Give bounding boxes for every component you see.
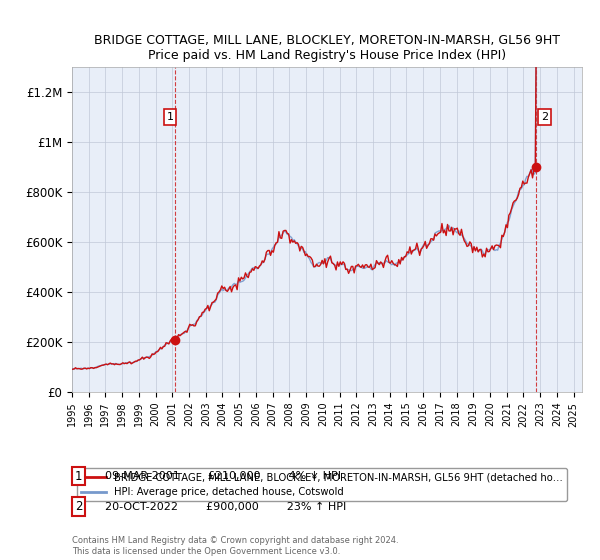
Text: 1: 1 — [167, 112, 173, 122]
Title: BRIDGE COTTAGE, MILL LANE, BLOCKLEY, MORETON-IN-MARSH, GL56 9HT
Price paid vs. H: BRIDGE COTTAGE, MILL LANE, BLOCKLEY, MOR… — [94, 34, 560, 62]
Text: 20-OCT-2022        £900,000        23% ↑ HPI: 20-OCT-2022 £900,000 23% ↑ HPI — [105, 502, 346, 512]
Text: 1: 1 — [75, 469, 83, 483]
Legend: BRIDGE COTTAGE, MILL LANE, BLOCKLEY, MORETON-IN-MARSH, GL56 9HT (detached ho…, H: BRIDGE COTTAGE, MILL LANE, BLOCKLEY, MOR… — [77, 469, 567, 501]
Text: Contains HM Land Registry data © Crown copyright and database right 2024.
This d: Contains HM Land Registry data © Crown c… — [72, 536, 398, 556]
Text: 2: 2 — [541, 112, 548, 122]
Text: 2: 2 — [75, 500, 83, 514]
Text: 09-MAR-2001        £210,000        4% ↓ HPI: 09-MAR-2001 £210,000 4% ↓ HPI — [105, 471, 341, 481]
